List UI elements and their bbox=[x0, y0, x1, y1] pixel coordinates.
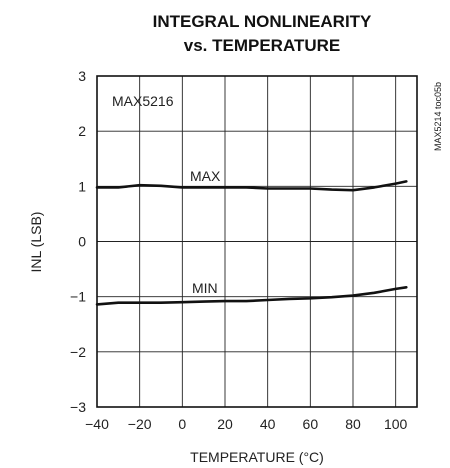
device-label: MAX5216 bbox=[112, 93, 174, 109]
grid bbox=[96, 75, 417, 408]
y-tick-label: 0 bbox=[78, 234, 86, 250]
x-tick-label: 20 bbox=[217, 416, 233, 432]
x-tick-label: 0 bbox=[178, 416, 186, 432]
series-line-max bbox=[95, 180, 408, 192]
x-tick-label: 40 bbox=[260, 416, 276, 432]
figure-code: MAX5214 toc05b bbox=[433, 82, 443, 151]
y-tick-label: −3 bbox=[70, 399, 86, 415]
series-lines bbox=[95, 180, 408, 306]
x-tick-label: 60 bbox=[303, 416, 319, 432]
y-tick-label: 1 bbox=[78, 178, 86, 194]
series-line-min bbox=[95, 286, 408, 306]
chart-title-line1: INTEGRAL NONLINEARITY bbox=[153, 12, 372, 31]
y-axis-label: INL (LSB) bbox=[28, 212, 44, 273]
series-label-min: MIN bbox=[192, 280, 218, 296]
series-label-max: MAX bbox=[190, 168, 221, 184]
x-tick-label: 100 bbox=[384, 416, 408, 432]
y-tick-label: −2 bbox=[70, 344, 86, 360]
x-tick-label: −40 bbox=[85, 416, 109, 432]
y-tick-label: 2 bbox=[78, 123, 86, 139]
y-tick-label: 3 bbox=[78, 68, 86, 84]
tick-labels: −40 −20 0 20 40 60 80 100 3 2 1 0 −1 −2 −3 bbox=[70, 68, 408, 432]
x-axis-label: TEMPERATURE (°C) bbox=[190, 449, 324, 465]
plot-frame bbox=[96, 75, 418, 408]
x-tick-label: 80 bbox=[345, 416, 361, 432]
chart-title-line2: vs. TEMPERATURE bbox=[184, 36, 341, 55]
y-tick-label: −1 bbox=[70, 289, 86, 305]
x-tick-label: −20 bbox=[128, 416, 152, 432]
